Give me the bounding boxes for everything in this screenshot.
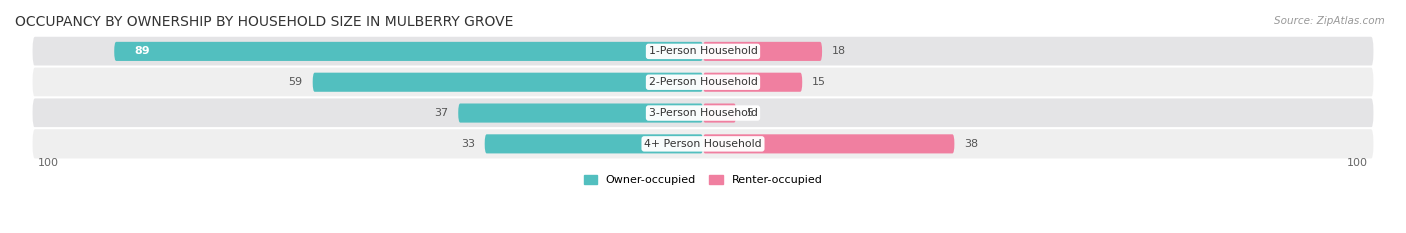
Text: 33: 33: [461, 139, 475, 149]
FancyBboxPatch shape: [31, 97, 1375, 129]
Text: 1-Person Household: 1-Person Household: [648, 46, 758, 56]
FancyBboxPatch shape: [458, 103, 703, 123]
Text: 59: 59: [288, 77, 302, 87]
Text: 37: 37: [434, 108, 449, 118]
Text: 18: 18: [832, 46, 846, 56]
Text: 89: 89: [134, 46, 149, 56]
Text: 4+ Person Household: 4+ Person Household: [644, 139, 762, 149]
FancyBboxPatch shape: [485, 134, 703, 153]
FancyBboxPatch shape: [703, 103, 737, 123]
Text: 100: 100: [38, 158, 59, 168]
FancyBboxPatch shape: [312, 73, 703, 92]
FancyBboxPatch shape: [703, 134, 955, 153]
Text: 15: 15: [813, 77, 827, 87]
Text: Source: ZipAtlas.com: Source: ZipAtlas.com: [1274, 16, 1385, 26]
FancyBboxPatch shape: [114, 42, 703, 61]
Text: 100: 100: [1347, 158, 1368, 168]
FancyBboxPatch shape: [31, 36, 1375, 67]
FancyBboxPatch shape: [703, 42, 823, 61]
Legend: Owner-occupied, Renter-occupied: Owner-occupied, Renter-occupied: [579, 171, 827, 190]
FancyBboxPatch shape: [31, 128, 1375, 160]
Text: OCCUPANCY BY OWNERSHIP BY HOUSEHOLD SIZE IN MULBERRY GROVE: OCCUPANCY BY OWNERSHIP BY HOUSEHOLD SIZE…: [15, 15, 513, 29]
Text: 38: 38: [965, 139, 979, 149]
Text: 5: 5: [747, 108, 754, 118]
Text: 3-Person Household: 3-Person Household: [648, 108, 758, 118]
FancyBboxPatch shape: [31, 67, 1375, 98]
Text: 2-Person Household: 2-Person Household: [648, 77, 758, 87]
FancyBboxPatch shape: [703, 73, 803, 92]
